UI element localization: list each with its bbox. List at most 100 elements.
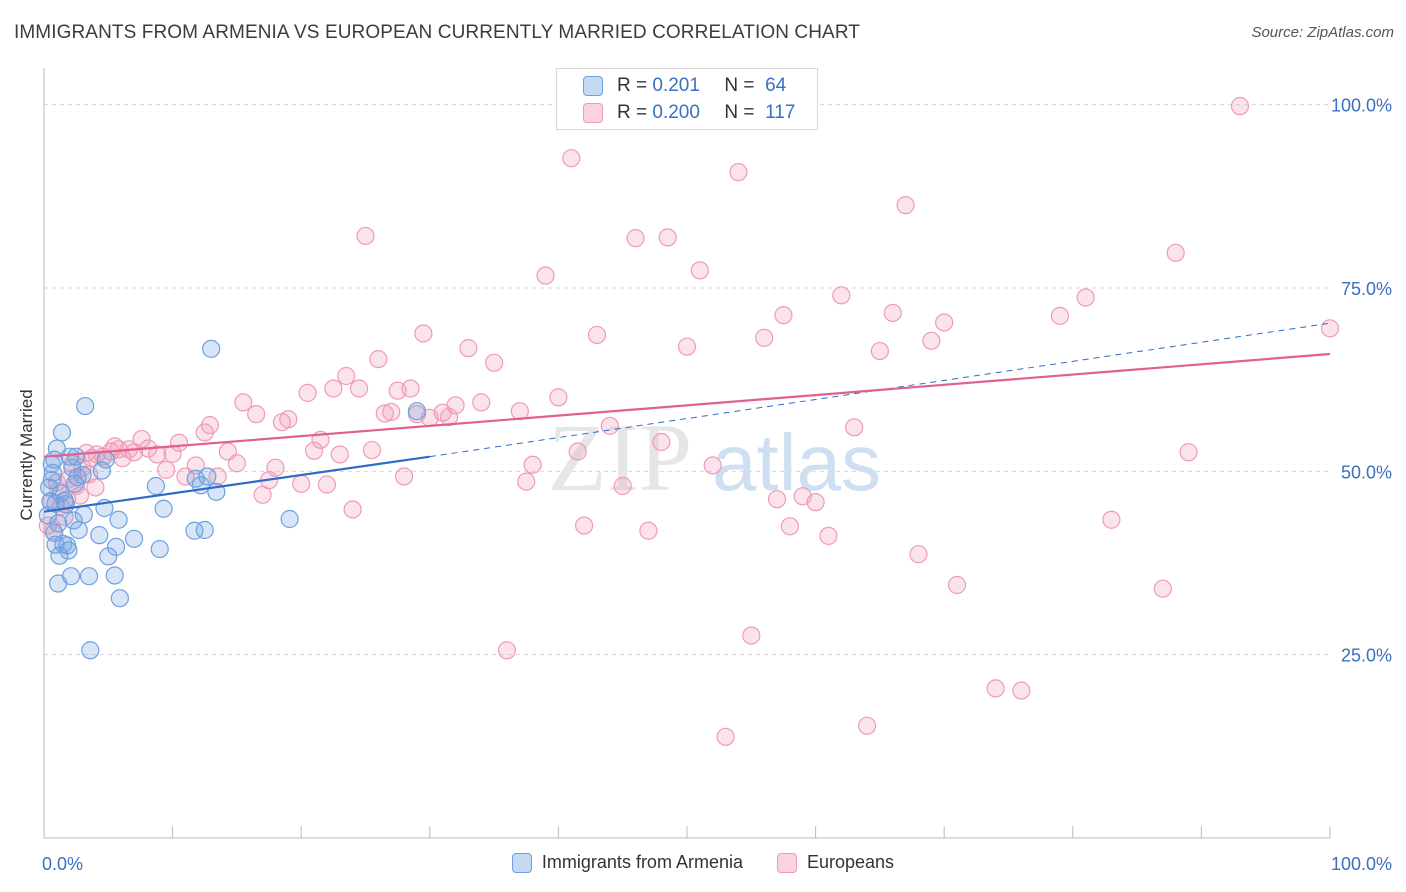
europeans-point (819, 526, 838, 545)
armenia-point (74, 505, 93, 524)
europeans-point (157, 460, 176, 479)
armenia-point (73, 465, 92, 485)
europeans-point (523, 455, 542, 474)
armenia-point (76, 396, 95, 416)
europeans-point (767, 490, 787, 509)
europeans-point (845, 418, 864, 437)
europeans-point (806, 493, 825, 512)
europeans-point (375, 404, 394, 423)
armenia-point (195, 520, 214, 540)
europeans-point (716, 727, 735, 746)
armenia-point (42, 454, 61, 474)
legend-label-armenia: Immigrants from Armenia (541, 852, 743, 872)
europeans-point (330, 445, 349, 464)
europeans-point (446, 396, 465, 415)
europeans-point (613, 476, 632, 496)
armenia-point (124, 529, 144, 548)
armenia-point (46, 535, 65, 554)
armenia-point (79, 567, 99, 586)
europeans-point (517, 472, 536, 491)
armenia-point (90, 526, 109, 545)
europeans-point (1166, 243, 1185, 262)
europeans-legend-swatch (776, 852, 797, 873)
series-legend: Immigrants from Armenia Europeans (0, 852, 1406, 873)
europeans-point (292, 474, 311, 493)
y-tick-label: 25.0% (1341, 646, 1392, 666)
europeans-point (626, 229, 645, 248)
europeans-point (132, 429, 151, 449)
source-label: Source: ZipAtlas.com (1251, 24, 1394, 41)
europeans-point (485, 353, 504, 372)
europeans-point (568, 442, 587, 461)
europeans-point (298, 383, 317, 402)
europeans-point (414, 324, 433, 343)
y-tick-label: 75.0% (1341, 279, 1392, 299)
armenia-point (202, 339, 221, 358)
europeans-point (186, 456, 205, 475)
europeans-point (163, 444, 182, 463)
europeans-point (600, 416, 619, 435)
europeans-point (394, 467, 414, 486)
europeans-point (1179, 443, 1198, 462)
europeans-swatch (583, 103, 603, 123)
n-label: N = (724, 75, 755, 96)
europeans-point (729, 163, 748, 182)
europeans-point (382, 402, 401, 422)
armenia-point (61, 567, 81, 586)
stats-row-armenia: R = 0.201 N = 64 (583, 75, 786, 97)
europeans-point (703, 456, 722, 475)
watermark-zip: ZIP (548, 404, 692, 511)
legend-item-europeans[interactable]: Europeans (776, 852, 894, 873)
europeans-point (774, 306, 793, 325)
armenia-point (109, 510, 128, 529)
watermark-atlas: atlas (712, 418, 881, 507)
europeans-point (317, 475, 337, 494)
europeans-point (439, 407, 459, 427)
europeans-point (279, 410, 298, 429)
legend-item-armenia[interactable]: Immigrants from Armenia (511, 852, 743, 873)
armenia-point (407, 402, 427, 421)
europeans-point (947, 575, 967, 595)
europeans-point (1012, 681, 1031, 700)
axis-layer (43, 68, 1331, 839)
armenia-point (42, 471, 61, 490)
europeans-point (343, 500, 362, 519)
europeans-point (755, 328, 774, 347)
europeans-point (883, 303, 902, 323)
europeans-point (497, 641, 517, 660)
armenia-point (40, 478, 59, 497)
europeans-point (234, 393, 253, 412)
europeans-point (227, 454, 246, 473)
y-axis-label: Currently Married (17, 389, 36, 521)
armenia-point (50, 546, 69, 565)
europeans-point (1320, 319, 1340, 338)
europeans-point (1153, 579, 1172, 598)
armenia-point (81, 641, 100, 660)
armenia-point (99, 547, 118, 566)
stats-row-europeans: R = 0.200 N = 117 (583, 102, 795, 124)
europeans-point (362, 440, 382, 460)
y-tick-label: 100.0% (1331, 96, 1392, 116)
europeans-point (247, 405, 266, 424)
europeans-point (986, 679, 1005, 698)
europeans-trend-line (43, 352, 1331, 458)
europeans-point (148, 445, 167, 464)
europeans-point (652, 432, 671, 452)
europeans-point (935, 313, 954, 332)
r-value: 0.200 (652, 102, 700, 123)
europeans-point (536, 266, 555, 285)
europeans-point (742, 626, 761, 645)
armenia-point (69, 520, 88, 540)
armenia-legend-swatch (511, 852, 532, 873)
europeans-point (857, 716, 877, 735)
europeans-point (1076, 288, 1095, 307)
r-value: 0.201 (652, 75, 700, 96)
armenia-point (63, 458, 82, 477)
europeans-point (549, 388, 568, 407)
europeans-point (200, 416, 219, 435)
armenia-point (67, 447, 86, 466)
europeans-point (658, 228, 677, 247)
europeans-point (1102, 510, 1121, 529)
europeans-point (562, 149, 581, 168)
armenia-point (92, 461, 111, 480)
